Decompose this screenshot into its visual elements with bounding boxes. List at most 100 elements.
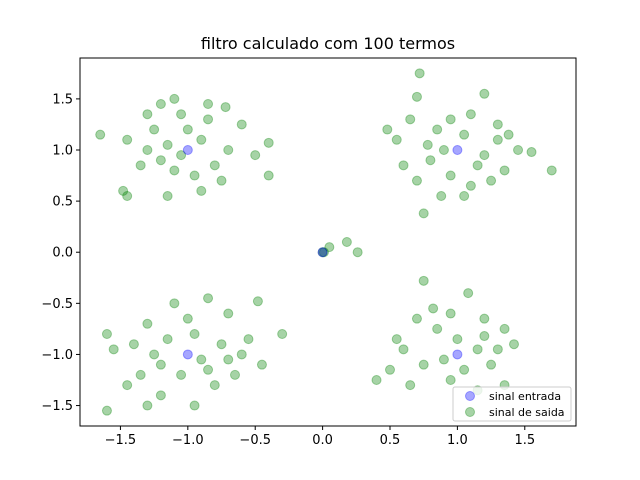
x-tick-label: −0.5 [239, 433, 271, 448]
x-tick-label: 1.0 [447, 433, 468, 448]
data-point-saida-88 [149, 349, 160, 360]
data-point-saida-111 [452, 334, 463, 345]
data-point-saida-112 [472, 344, 483, 355]
data-point-saida-119 [479, 331, 490, 342]
data-point-saida-61 [382, 124, 393, 135]
data-point-saida-46 [418, 208, 429, 219]
data-point-saida-31 [216, 175, 227, 186]
data-point-saida-34 [176, 109, 187, 120]
data-point-saida-45 [436, 191, 447, 201]
data-point-saida-35 [479, 88, 490, 99]
data-point-saida-19 [196, 185, 207, 196]
data-point-saida-53 [472, 160, 483, 171]
y-tick-label: 1.0 [52, 144, 73, 159]
legend: sinal entrada sinal de saida [452, 386, 572, 422]
data-point-saida-117 [385, 364, 395, 375]
data-point-saida-68 [101, 405, 112, 416]
y-tick-label: −0.5 [41, 297, 73, 312]
data-point-saida-20 [142, 145, 153, 155]
data-point-entrada-2 [182, 349, 193, 360]
data-point-saida-36 [465, 109, 476, 120]
data-point-saida-66 [108, 344, 119, 355]
data-point-saida-32 [149, 124, 160, 135]
data-point-saida-115 [411, 313, 422, 324]
data-point-saida-23 [189, 170, 200, 181]
data-point-saida-38 [492, 119, 503, 130]
data-point-saida-63 [422, 139, 433, 150]
data-point-saida-48 [411, 91, 422, 102]
data-point-saida-87 [162, 334, 173, 345]
data-point-saida-104 [445, 375, 456, 385]
legend-label-sinal-entrada: sinal entrada [489, 390, 561, 403]
data-point-saida-75 [277, 329, 288, 339]
data-point-saida-57 [459, 129, 470, 140]
data-point-saida-86 [189, 329, 200, 339]
data-point-saida-49 [391, 134, 402, 145]
data-point-saida-97 [463, 288, 474, 299]
data-point-saida-11 [220, 102, 231, 113]
y-tick-label: −1.0 [41, 348, 73, 363]
chart-title: filtro calculado com 100 termos [201, 34, 455, 53]
data-point-saida-21 [155, 155, 166, 166]
data-point-saida-27 [196, 134, 207, 145]
data-point-saida-108 [371, 375, 382, 385]
legend-marker-sinal-de-saida [465, 407, 475, 417]
data-point-saida-98 [479, 313, 490, 324]
data-point-saida-55 [405, 114, 416, 125]
data-point-saida-65 [101, 329, 112, 339]
data-point-saida-22 [169, 165, 180, 176]
data-point-saida-62 [503, 129, 514, 140]
x-tick-label: −1.0 [172, 433, 204, 448]
data-point-saida-47 [414, 68, 425, 79]
y-tick-label: 0.5 [52, 195, 73, 210]
x-axis: −1.5 −1.0 −0.5 0.0 0.5 1.0 1.5 [105, 426, 535, 448]
data-point-saida-56 [432, 124, 443, 135]
y-tick-label: −1.5 [41, 399, 73, 414]
data-point-saida-80 [142, 318, 153, 329]
data-point-saida-2 [341, 237, 352, 247]
y-tick-label: 1.5 [52, 92, 73, 107]
data-point-saida-114 [459, 364, 470, 375]
data-point-saida-37 [445, 114, 456, 125]
data-point-saida-90 [203, 364, 214, 375]
data-point-saida-52 [445, 170, 456, 181]
data-point-saida-110 [432, 323, 443, 334]
x-tick-label: 0.0 [312, 433, 333, 448]
data-point-saida-76 [252, 296, 263, 307]
data-point-entrada-1 [452, 145, 463, 155]
data-point-saida-33 [203, 114, 214, 125]
data-point-saida-50 [398, 160, 409, 171]
data-point-saida-83 [176, 369, 187, 380]
data-point-saida-101 [486, 359, 497, 370]
data-point-saida-43 [499, 165, 510, 176]
y-tick-label: 0.0 [52, 246, 73, 261]
legend-label-sinal-de-saida: sinal de saida [489, 406, 565, 419]
data-point-saida-85 [216, 339, 227, 350]
data-point-saida-93 [135, 369, 146, 380]
data-point-saida-77 [223, 308, 234, 319]
data-point-saida-71 [189, 400, 200, 411]
data-point-saida-18 [162, 191, 173, 201]
data-point-saida-91 [182, 313, 193, 324]
data-point-saida-5 [95, 129, 106, 140]
data-point-saida-106 [398, 344, 409, 355]
data-point-saida-4 [318, 247, 329, 258]
y-axis: −1.5 −1.0 −0.5 0.0 0.5 1.0 1.5 [41, 92, 80, 414]
data-point-saida-17 [122, 191, 133, 201]
data-point-saida-78 [203, 293, 214, 304]
data-point-saida-100 [509, 339, 519, 350]
x-tick-label: −1.5 [105, 433, 137, 448]
data-point-saida-42 [486, 175, 497, 186]
x-tick-label: 0.5 [380, 433, 401, 448]
data-point-saida-29 [162, 139, 173, 150]
data-point-entrada-4 [317, 247, 328, 258]
data-point-saida-54 [492, 134, 503, 145]
data-point-saida-113 [438, 354, 449, 365]
data-point-saida-12 [236, 119, 247, 130]
data-point-saida-9 [169, 93, 180, 104]
data-point-saida-82 [155, 359, 166, 370]
data-point-saida-107 [391, 334, 402, 345]
data-point-saida-10 [203, 99, 214, 109]
